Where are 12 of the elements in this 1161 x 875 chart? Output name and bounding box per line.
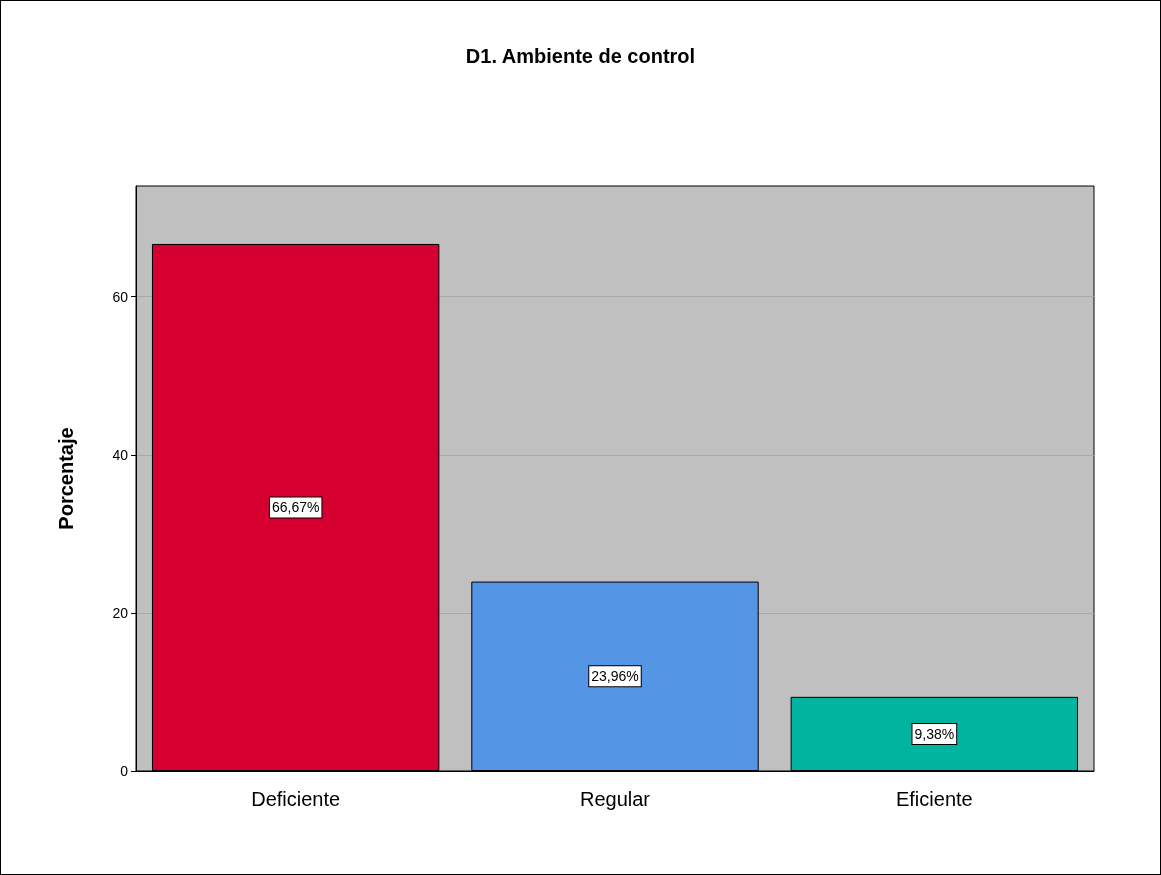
x-tick-label: Regular — [579, 788, 651, 810]
x-tick-label: Deficiente — [251, 788, 341, 810]
y-tick-label: 20 — [112, 604, 129, 621]
y-axis-title: Porcentaje — [55, 427, 77, 530]
data-label: 23,96% — [591, 668, 639, 685]
chart-title: D1. Ambiente de control — [465, 45, 696, 67]
data-label: 9,38% — [914, 725, 955, 742]
y-tick-label: 40 — [112, 446, 129, 463]
data-label: 66,67% — [271, 499, 320, 516]
x-tick-label: Eficiente — [895, 788, 973, 810]
y-tick-label: 0 — [120, 763, 129, 779]
y-tick-label: 60 — [112, 288, 129, 305]
